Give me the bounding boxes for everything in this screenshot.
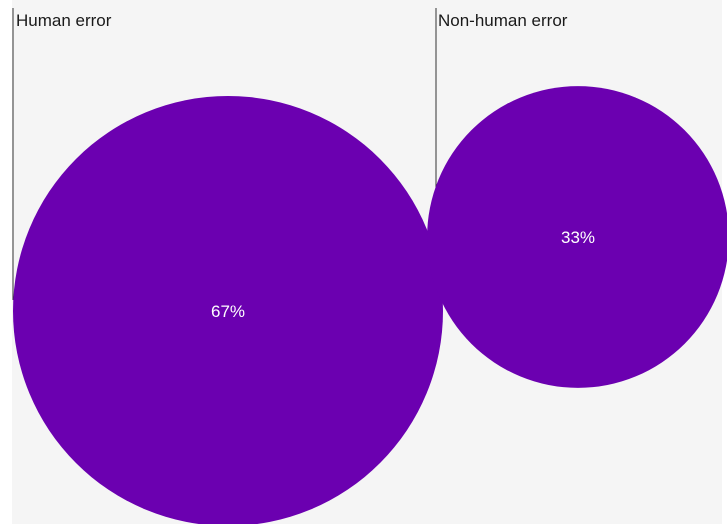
bubble-non-human-error (427, 86, 727, 388)
value-label-human-error: 67% (211, 302, 245, 321)
category-label-non-human-error: Non-human error (438, 11, 568, 30)
bubble-human-error (13, 96, 443, 524)
value-label-non-human-error: 33% (561, 228, 595, 247)
category-label-human-error: Human error (16, 11, 112, 30)
